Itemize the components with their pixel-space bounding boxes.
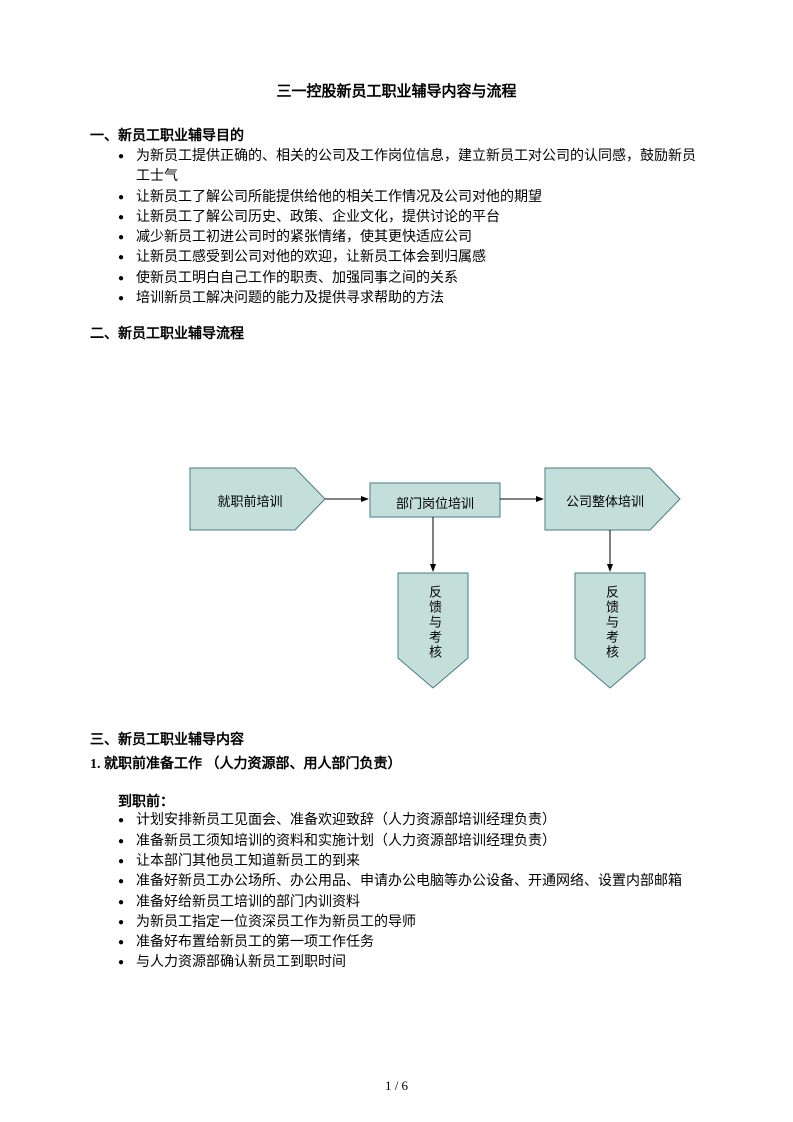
arrival-heading: 到职前：	[90, 791, 703, 811]
list-item: 为新员工提供正确的、相关的公司及工作岗位信息，建立新员工对公司的认同感，鼓励新员…	[118, 147, 703, 188]
list-item: 准备好布置给新员工的第一项工作任务	[118, 933, 703, 953]
list-item: 准备好给新员工培训的部门内训资料	[118, 893, 703, 913]
list-item: 减少新员工初进公司时的紧张情绪，使其更快适应公司	[118, 228, 703, 248]
section3-heading: 三、新员工职业辅导内容	[90, 729, 703, 749]
page-title: 三一控股新员工职业辅导内容与流程	[90, 80, 703, 101]
node-label: 部门岗位培训	[375, 493, 495, 512]
list-item: 计划安排新员工见面会、准备欢迎致辞（人力资源部培训经理负责）	[118, 811, 703, 831]
list-item: 与人力资源部确认新员工到职时间	[118, 953, 703, 973]
section1-bullets: 为新员工提供正确的、相关的公司及工作岗位信息，建立新员工对公司的认同感，鼓励新员…	[90, 147, 703, 309]
section2-heading: 二、新员工职业辅导流程	[90, 323, 703, 343]
section3-bullets: 计划安排新员工见面会、准备欢迎致辞（人力资源部培训经理负责） 准备新员工须知培训…	[90, 811, 703, 973]
node-label: 反馈与考核	[425, 585, 444, 660]
list-item: 让新员工了解公司所能提供给他的相关工作情况及公司对他的期望	[118, 188, 703, 208]
page-number: 1 / 6	[0, 1078, 793, 1094]
flowchart: 就职前培训 部门岗位培训 公司整体培训 反馈与考核 反馈与考核	[90, 363, 703, 723]
list-item: 为新员工指定一位资深员工作为新员工的导师	[118, 913, 703, 933]
section3-sub1: 1. 就职前准备工作 （人力资源部、用人部门负责）	[90, 753, 703, 773]
list-item: 准备新员工须知培训的资料和实施计划（人力资源部培训经理负责）	[118, 832, 703, 852]
flowchart-svg	[90, 363, 710, 723]
node-label: 公司整体培训	[555, 491, 655, 510]
node-label: 反馈与考核	[602, 585, 621, 660]
list-item: 使新员工明白自己工作的职责、加强同事之间的关系	[118, 269, 703, 289]
section1-heading: 一、新员工职业辅导目的	[90, 125, 703, 145]
list-item: 培训新员工解决问题的能力及提供寻求帮助的方法	[118, 289, 703, 309]
list-item: 让本部门其他员工知道新员工的到来	[118, 852, 703, 872]
list-item: 让新员工了解公司历史、政策、企业文化，提供讨论的平台	[118, 208, 703, 228]
node-label: 就职前培训	[200, 491, 300, 510]
list-item: 准备好新员工办公场所、办公用品、申请办公电脑等办公设备、开通网络、设置内部邮箱	[118, 872, 703, 892]
list-item: 让新员工感受到公司对他的欢迎，让新员工体会到归属感	[118, 248, 703, 268]
